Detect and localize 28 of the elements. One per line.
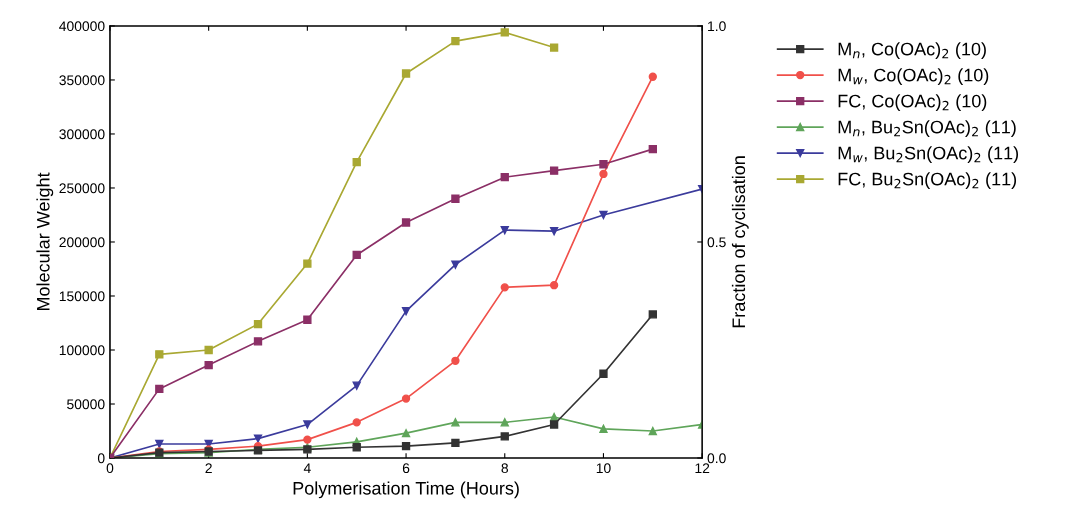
x-tick-label: 4: [303, 463, 311, 473]
x-tick-label: 8: [501, 463, 509, 474]
y2-tick-label: 1.0: [708, 21, 726, 32]
y-tick-label: 0: [97, 453, 105, 464]
y2-tick-label: 0.0: [707, 453, 726, 464]
x-tick-label: 0: [106, 463, 114, 474]
legend-label: FC, Bu$_{2}$Sn(OAc)$_{2}$ (11): [838, 172, 1017, 190]
legend-label: M$_{w}$, Bu$_{2}$Sn(OAc)$_{2}$ (11): [838, 146, 1019, 164]
y-tick-label: 200000: [59, 237, 105, 248]
y2-axis-title: Fraction of cyclisation: [731, 156, 749, 328]
legend-label: M$_{w}$, Co(OAc)$_{2}$ (10): [838, 68, 989, 86]
x-tick-label: 2: [205, 463, 212, 473]
y-axis-title: Molecular Weight: [36, 172, 54, 311]
x-tick-label: 12: [695, 463, 710, 473]
x-tick-label: 10: [596, 463, 611, 474]
legend-label: FC, Co(OAc)$_{2}$ (10): [838, 94, 987, 112]
legend-label: M$_{n}$, Co(OAc)$_{2}$ (10): [838, 42, 986, 60]
y-tick-label: 400000: [59, 21, 105, 32]
legend-label: M$_{n}$, Bu$_{2}$Sn(OAc)$_{2}$ (11): [838, 120, 1016, 138]
x-tick-label: 6: [402, 463, 410, 474]
y-tick-label: 100000: [59, 345, 105, 356]
y-tick-label: 250000: [59, 183, 105, 194]
y-tick-label: 50000: [67, 399, 105, 410]
y2-tick-label: 0.5: [707, 237, 726, 248]
x-axis-title: Polymerisation Time (Hours): [293, 481, 519, 499]
y-tick-label: 350000: [59, 75, 105, 86]
y-tick-label: 300000: [59, 129, 105, 140]
y-tick-label: 150000: [59, 291, 105, 302]
